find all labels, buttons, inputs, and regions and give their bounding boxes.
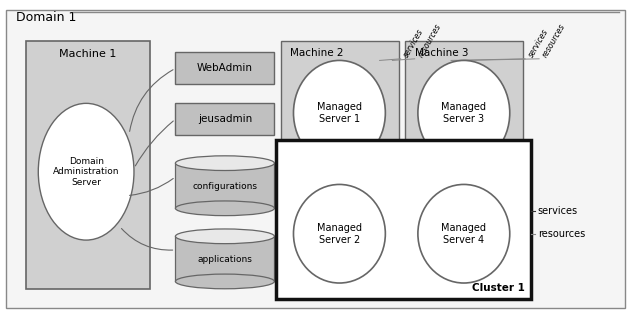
Text: jeusadmin: jeusadmin [198,114,252,124]
Text: Machine 2: Machine 2 [290,48,344,58]
Text: Managed
Server 4: Managed Server 4 [441,223,486,245]
Text: Managed
Server 1: Managed Server 1 [317,102,362,124]
Text: resources: resources [541,22,568,59]
Bar [405,41,523,273]
Bar [175,103,274,135]
Text: Managed
Server 3: Managed Server 3 [441,102,486,124]
Ellipse shape [175,274,274,289]
Text: services: services [526,27,550,59]
Text: services: services [538,206,578,217]
Text: Managed
Server 2: Managed Server 2 [317,223,362,245]
Ellipse shape [175,156,274,170]
Ellipse shape [293,60,385,165]
Text: resources: resources [417,22,443,59]
Ellipse shape [38,103,134,240]
Bar [175,52,274,84]
Ellipse shape [418,184,510,283]
Text: Cluster 1: Cluster 1 [471,283,524,293]
Ellipse shape [418,60,510,165]
Ellipse shape [175,229,274,244]
Text: Machine 3: Machine 3 [415,48,468,58]
Ellipse shape [175,201,274,216]
Bar [281,41,399,273]
Text: Domain
Administration
Server: Domain Administration Server [53,157,119,187]
Bar [26,41,150,289]
Bar [175,236,274,281]
Text: Machine 1: Machine 1 [59,49,116,59]
Text: WebAdmin: WebAdmin [197,63,253,73]
Ellipse shape [293,184,385,283]
Bar [276,140,531,299]
Text: applications: applications [197,255,253,264]
Text: Domain 1: Domain 1 [16,11,77,24]
Bar [175,163,274,208]
Text: resources: resources [538,229,585,239]
Text: services: services [402,27,426,59]
Text: configurations: configurations [193,182,257,191]
